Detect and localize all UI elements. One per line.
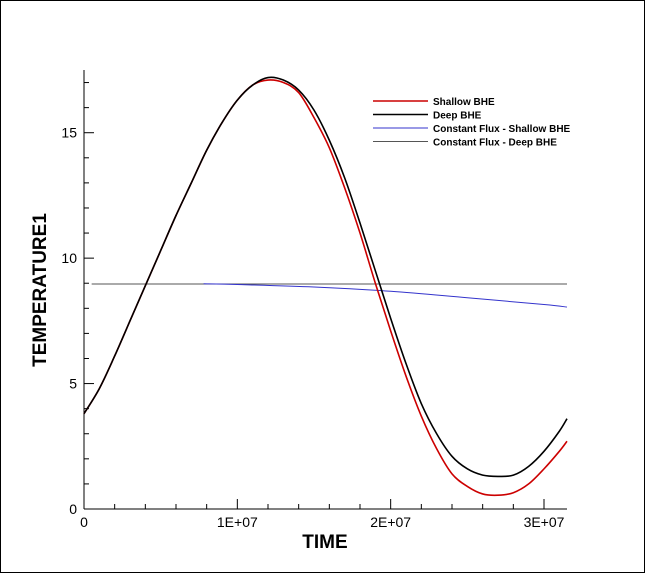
axes xyxy=(83,70,567,510)
legend-label: Deep BHE xyxy=(433,111,482,122)
y-tick-label: 15 xyxy=(61,125,77,141)
x-axis-title: TIME xyxy=(302,532,347,553)
y-tick-label: 10 xyxy=(61,250,77,266)
x-tick-label: 2E+07 xyxy=(370,514,411,530)
legend-label: Shallow BHE xyxy=(433,97,495,108)
series-line xyxy=(83,76,568,478)
series-line xyxy=(203,283,568,308)
legend-label: Constant Flux - Shallow BHE xyxy=(433,124,571,135)
y-tick-label: 5 xyxy=(69,376,77,392)
ticks: 0 1E+07 2E+07 3E+07 0 5 10 15 xyxy=(61,82,565,530)
x-tick-label: 1E+07 xyxy=(217,514,258,530)
x-tick-label: 3E+07 xyxy=(524,514,565,530)
y-tick-label: 0 xyxy=(69,501,77,517)
y-axis-title: TEMPERATURE1 xyxy=(30,213,51,367)
legend-label: Constant Flux - Deep BHE xyxy=(433,138,557,149)
legend: Shallow BHE Deep BHE Constant Flux - Shall… xyxy=(373,97,571,149)
x-tick-label: 0 xyxy=(80,514,88,530)
series-layer xyxy=(83,76,568,497)
